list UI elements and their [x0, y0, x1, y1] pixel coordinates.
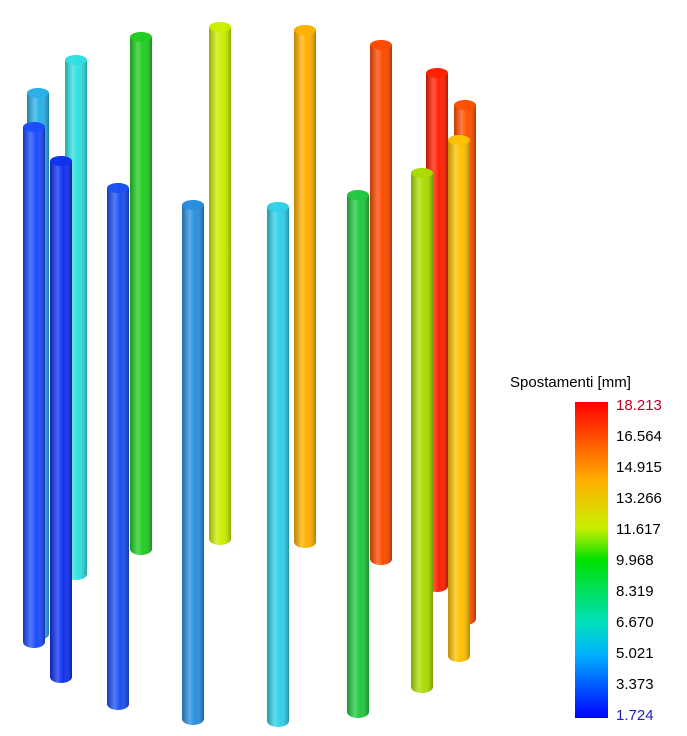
rod-cap: [294, 25, 316, 35]
rod-shade: [209, 22, 231, 545]
legend-label: 11.617: [616, 521, 661, 538]
rod-cap: [182, 200, 204, 210]
rod-shade: [370, 40, 392, 565]
legend-label: 9.968: [616, 552, 654, 569]
rod-cap: [23, 122, 45, 132]
legend-label: 1.724: [616, 707, 654, 724]
legend-bar: [575, 402, 608, 718]
rods: [23, 22, 476, 727]
rod-cap: [209, 22, 231, 32]
legend-label: 8.319: [616, 583, 654, 600]
rod-cap: [454, 100, 476, 110]
rod-shade: [347, 190, 369, 718]
rod-shade: [107, 183, 129, 710]
rod-shade: [50, 156, 72, 683]
legend-label: 18.213: [616, 397, 662, 414]
rod-cap: [107, 183, 129, 193]
rod-cap: [347, 190, 369, 200]
legend-label: 14.915: [616, 459, 662, 476]
rod-shade: [267, 202, 289, 727]
legend-label: 3.373: [616, 676, 654, 693]
rod-shade: [130, 32, 152, 555]
rod-cap: [448, 135, 470, 145]
rod-cap: [65, 55, 87, 65]
rod-cap: [27, 88, 49, 98]
rod-cap: [370, 40, 392, 50]
rod-cap: [426, 68, 448, 78]
rod-shade: [182, 200, 204, 725]
legend-labels: 18.213 16.564 14.915 13.266 11.617 9.968 8.319…: [616, 397, 662, 724]
rod-shade: [23, 122, 45, 648]
rod-cap: [267, 202, 289, 212]
legend-label: 5.021: [616, 645, 654, 662]
rod-shade: [411, 168, 433, 693]
rod-cap: [130, 32, 152, 42]
scene: Spostamenti [mm] 18.213 16.564 14.915 13.26…: [0, 0, 687, 731]
legend-label: 6.670: [616, 614, 654, 631]
legend-label: 16.564: [616, 428, 662, 445]
rod-cap: [411, 168, 433, 178]
legend-label: 13.266: [616, 490, 662, 507]
legend-title: Spostamenti [mm]: [510, 374, 631, 391]
rod-shade: [448, 135, 470, 662]
rod-shade: [294, 25, 316, 548]
rod-cap: [50, 156, 72, 166]
